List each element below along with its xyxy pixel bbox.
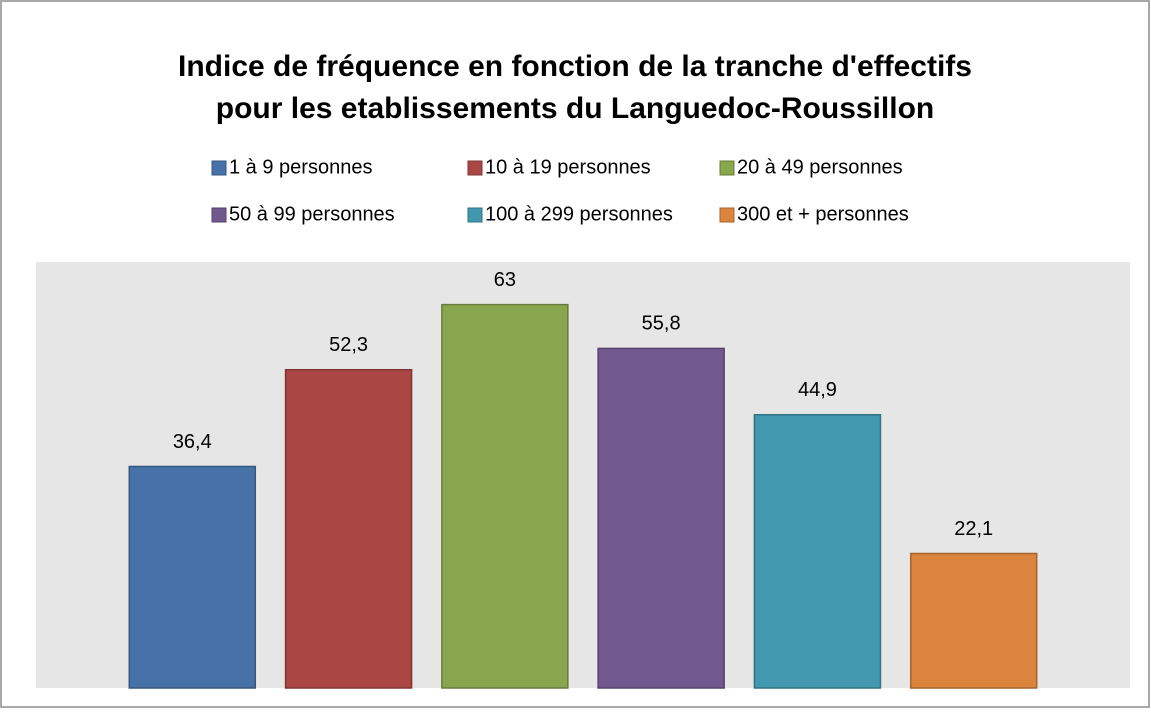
legend-swatch bbox=[211, 207, 227, 223]
data-label: 36,4 bbox=[173, 431, 212, 453]
data-label: 55,8 bbox=[642, 313, 681, 335]
legend-swatch bbox=[467, 207, 483, 223]
bar bbox=[284, 368, 413, 689]
legend-swatch bbox=[719, 160, 735, 176]
data-label: 63 bbox=[494, 269, 516, 291]
bar bbox=[597, 347, 725, 689]
data-label: 52,3 bbox=[329, 334, 368, 356]
legend-label: 1 à 9 personnes bbox=[229, 156, 372, 178]
legend-swatch bbox=[211, 160, 227, 176]
bar bbox=[909, 552, 1038, 689]
bar bbox=[128, 465, 257, 689]
data-label: 22,1 bbox=[954, 518, 993, 540]
bar bbox=[441, 303, 569, 689]
legend-label: 300 et + personnes bbox=[737, 203, 909, 225]
legend-swatch bbox=[719, 207, 735, 223]
chart-title: pour les etablissements du Languedoc-Rou… bbox=[216, 92, 934, 125]
legend-label: 50 à 99 personnes bbox=[229, 203, 395, 225]
data-label: 44,9 bbox=[798, 379, 837, 401]
bar bbox=[753, 414, 882, 689]
legend-label: 100 à 299 personnes bbox=[485, 203, 673, 225]
chart-title: Indice de fréquence en fonction de la tr… bbox=[178, 50, 972, 83]
legend-label: 10 à 19 personnes bbox=[485, 156, 651, 178]
legend-swatch bbox=[467, 160, 483, 176]
legend-label: 20 à 49 personnes bbox=[737, 156, 903, 178]
